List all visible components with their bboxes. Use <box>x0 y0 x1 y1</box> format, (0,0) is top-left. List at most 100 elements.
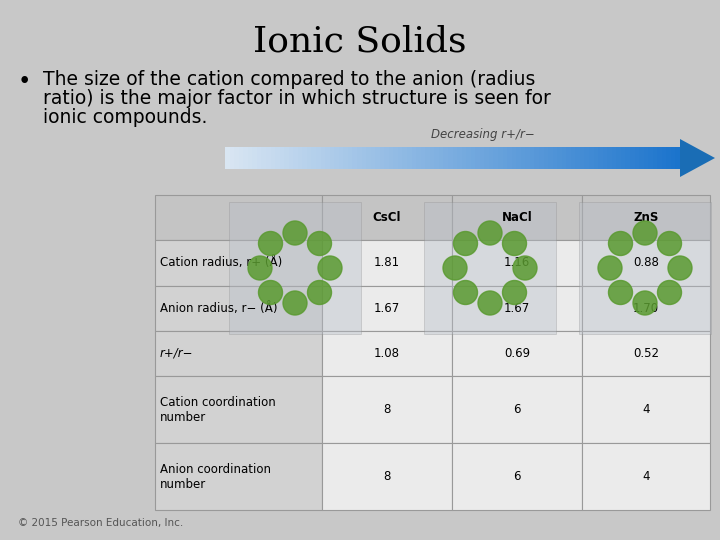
Bar <box>352 147 357 169</box>
Bar <box>266 147 271 169</box>
Bar <box>598 147 603 169</box>
Bar <box>257 147 261 169</box>
Bar <box>557 147 562 169</box>
Circle shape <box>633 221 657 245</box>
Bar <box>489 147 493 169</box>
Bar <box>444 147 448 169</box>
Bar <box>671 147 675 169</box>
Bar <box>493 147 498 169</box>
Bar <box>261 147 266 169</box>
Bar <box>582 376 710 443</box>
Bar <box>452 331 582 376</box>
Text: NaCl: NaCl <box>502 211 533 224</box>
Bar <box>662 147 666 169</box>
Bar <box>452 376 582 443</box>
Bar <box>379 147 384 169</box>
Bar <box>571 147 575 169</box>
Bar <box>330 147 334 169</box>
Bar <box>534 147 539 169</box>
Text: 0.69: 0.69 <box>504 347 530 360</box>
Bar <box>480 147 485 169</box>
Bar <box>420 147 426 169</box>
Bar <box>375 147 379 169</box>
Circle shape <box>248 256 272 280</box>
Bar <box>430 147 434 169</box>
Circle shape <box>307 232 331 255</box>
Text: 1.67: 1.67 <box>504 302 530 315</box>
Bar <box>448 147 452 169</box>
Bar <box>626 147 630 169</box>
Bar <box>252 147 257 169</box>
Bar <box>322 443 452 510</box>
Bar <box>271 147 275 169</box>
Text: © 2015 Pearson Education, Inc.: © 2015 Pearson Education, Inc. <box>18 518 184 528</box>
Bar <box>466 147 471 169</box>
Bar <box>452 147 457 169</box>
Bar <box>644 147 648 169</box>
Bar <box>238 147 243 169</box>
Bar <box>225 147 230 169</box>
Bar <box>634 147 639 169</box>
Circle shape <box>668 256 692 280</box>
Bar <box>666 147 671 169</box>
Text: 0.52: 0.52 <box>633 347 660 360</box>
Bar <box>389 147 393 169</box>
Bar <box>307 147 312 169</box>
Bar <box>279 147 284 169</box>
Text: Cation coordination
number: Cation coordination number <box>160 396 276 423</box>
Text: 6: 6 <box>513 403 521 416</box>
Bar <box>155 443 322 510</box>
Circle shape <box>608 232 632 255</box>
Text: 1.16: 1.16 <box>504 256 530 269</box>
Bar <box>412 147 416 169</box>
Text: ionic compounds.: ionic compounds. <box>43 108 207 127</box>
Bar <box>322 240 452 286</box>
Text: The size of the cation compared to the anion (radius: The size of the cation compared to the a… <box>43 70 536 89</box>
Circle shape <box>443 256 467 280</box>
Bar <box>452 195 582 240</box>
Bar <box>155 240 322 286</box>
Bar <box>530 147 534 169</box>
Circle shape <box>478 221 502 245</box>
Bar <box>607 147 612 169</box>
Bar <box>582 331 710 376</box>
Bar <box>361 147 366 169</box>
Bar <box>343 147 348 169</box>
Bar <box>616 147 621 169</box>
Text: 4: 4 <box>642 403 650 416</box>
Bar <box>603 147 607 169</box>
Bar <box>322 195 452 240</box>
Bar <box>322 376 452 443</box>
Bar <box>322 286 452 331</box>
Bar <box>544 147 548 169</box>
Text: 1.70: 1.70 <box>633 302 660 315</box>
Bar <box>316 147 320 169</box>
Bar <box>248 147 252 169</box>
Bar <box>155 331 322 376</box>
Bar <box>366 147 371 169</box>
Circle shape <box>598 256 622 280</box>
Bar <box>675 147 680 169</box>
Bar <box>475 147 480 169</box>
Text: CsCl: CsCl <box>372 211 401 224</box>
Bar <box>471 147 475 169</box>
Bar <box>589 147 593 169</box>
Bar <box>582 240 710 286</box>
Text: 4: 4 <box>642 470 650 483</box>
Bar <box>503 147 507 169</box>
Bar <box>155 376 322 443</box>
Text: •: • <box>18 70 32 93</box>
Text: 1.08: 1.08 <box>374 347 400 360</box>
Circle shape <box>454 232 477 255</box>
Bar <box>575 147 580 169</box>
Bar <box>434 147 439 169</box>
Text: Anion radius, r− (Å): Anion radius, r− (Å) <box>160 302 277 315</box>
Text: Cation radius, r+ (Å): Cation radius, r+ (Å) <box>160 256 282 269</box>
Bar <box>426 147 430 169</box>
Bar <box>548 147 552 169</box>
Bar <box>562 147 566 169</box>
Text: r+/r−: r+/r− <box>160 347 194 360</box>
Bar <box>439 147 444 169</box>
Text: 1.67: 1.67 <box>374 302 400 315</box>
Bar <box>338 147 343 169</box>
